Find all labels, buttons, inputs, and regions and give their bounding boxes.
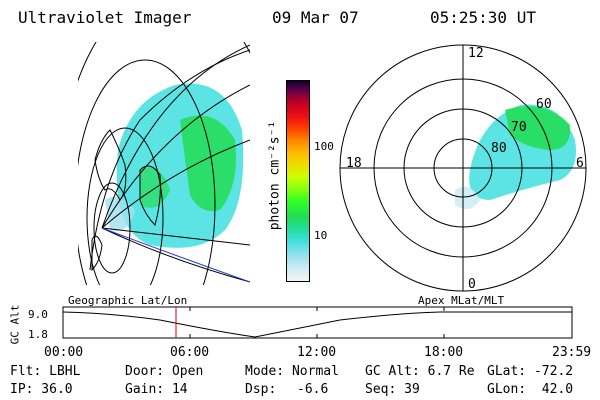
glon-info: GLon: 42.0 [487,382,574,397]
timeline-xtick-1: 06:00 [170,345,210,360]
mlat-label-70: 70 [511,120,527,135]
mlt-label-6: 6 [576,156,584,171]
mlat-label-60: 60 [536,97,552,112]
colorbar-tick-100: 100 [314,140,334,153]
timeline-ytick-high: 9.0 [28,308,48,321]
dsp-value: -6.6 [297,382,329,397]
timeline-xtick-2: 12:00 [297,345,337,360]
gc-alt-info: GC Alt: 6.7 Re [365,364,475,379]
seq-info: Seq: 39 [365,382,420,397]
altitude-curve [62,311,572,338]
mlt-label-12: 12 [468,46,484,61]
instrument-title: Ultraviolet Imager [18,8,192,27]
time-label: 05:25:30 UT [430,8,536,27]
mode-info: Mode: Normal [245,364,339,379]
mlt-label-0: 0 [468,277,476,292]
filter-info: Flt: LBHL [10,364,81,379]
mlat-label-80: 80 [491,141,507,156]
date-label: 09 Mar 07 [272,8,359,27]
aurora-core [180,115,236,211]
colorbar [286,80,310,282]
timeline-right-title: Apex MLat/MLT [418,294,505,307]
coastline [91,129,161,272]
timeline-xtick-3: 18:00 [424,345,464,360]
timeline-xtick-4: 23:59 [552,345,592,360]
ip-info: IP: 36.0 [10,382,73,397]
gain-info: Gain: 14 [125,382,188,397]
mlt-label-18: 18 [346,156,362,171]
colorbar-tick-10: 10 [314,229,328,242]
coastline-blue [101,227,250,283]
door-info: Door: Open [125,364,204,379]
timeline-left-title: Geographic Lat/Lon [68,294,188,307]
aurora-polar-core [505,106,571,150]
glat-info: GLat: -72.2 [487,364,574,379]
timeline-ytick-low: 1.8 [28,328,48,341]
timeline-xtick-0: 00:00 [44,345,84,360]
dsp-label: Dsp: [245,382,277,397]
